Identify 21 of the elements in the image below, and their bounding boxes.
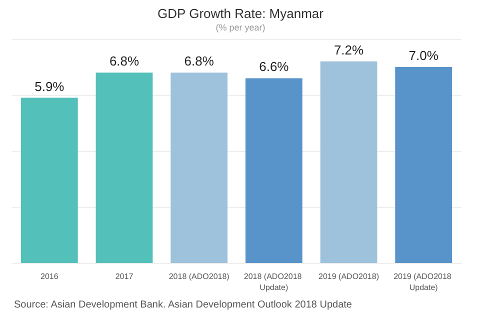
data-label: 6.8% (109, 54, 140, 69)
data-label: 6.6% (259, 59, 290, 74)
bar (170, 72, 228, 263)
bar (96, 72, 153, 263)
x-tick-label: 2018 (ADO2018) (168, 272, 230, 281)
bar (245, 78, 302, 263)
bar (20, 98, 78, 263)
x-tick-label: 2018 (ADO2018 Update) (244, 272, 304, 292)
data-label: 5.9% (34, 78, 65, 94)
x-tick-label: 2019 (ADO2018) (318, 272, 380, 281)
bar (395, 67, 452, 263)
chart-title: GDP Growth Rate: Myanmar (158, 6, 324, 21)
x-tick-label: 2017 (115, 272, 134, 281)
data-label: 7.2% (334, 42, 364, 58)
x-tick-label: 2019 (ADO2018 Update) (394, 272, 454, 292)
x-tick-label: 2016 (40, 272, 59, 281)
source-note: Source: Asian Development Bank. Asian Development Outlook 2018 Update (14, 300, 352, 310)
chart-subtitle: (% per year) (216, 22, 266, 32)
bar (320, 61, 378, 263)
data-label: 6.8% (184, 54, 214, 69)
data-label: 7.0% (408, 48, 439, 63)
